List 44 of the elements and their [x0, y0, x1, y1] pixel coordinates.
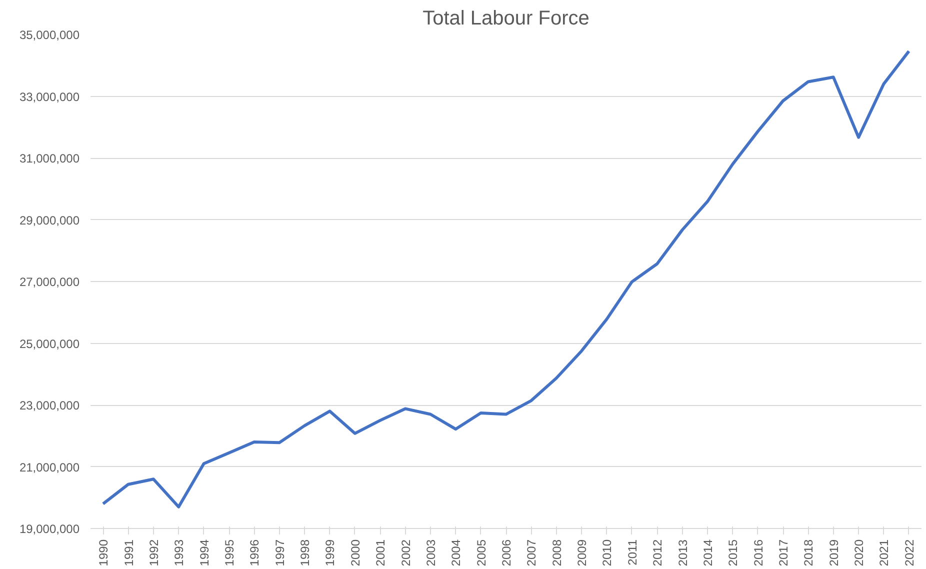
- x-tick-label: 1995: [222, 539, 236, 566]
- x-tick-label: 2008: [550, 539, 564, 566]
- x-tick-label: 1993: [172, 539, 186, 566]
- x-tick-label: 2011: [625, 539, 640, 566]
- x-tick-label: 2003: [424, 539, 438, 566]
- x-tick-label: 2002: [398, 539, 413, 566]
- x-tick-label: 2005: [474, 539, 488, 566]
- chart-title: Total Labour Force: [422, 8, 590, 30]
- x-tick-label: 2007: [524, 539, 539, 566]
- y-tick-label: 31,000,000: [19, 152, 80, 166]
- x-tick-label: 2018: [802, 539, 816, 566]
- y-tick-label: 29,000,000: [19, 213, 80, 228]
- x-tick-label: 1991: [122, 539, 136, 566]
- y-tick-label: 19,000,000: [19, 522, 80, 536]
- x-tick-label: 2001: [374, 539, 388, 566]
- x-tick-label: 1990: [96, 539, 111, 566]
- x-tick-label: 2000: [348, 539, 362, 566]
- x-tick-label: 2022: [902, 539, 916, 566]
- x-tick-label: 2017: [776, 539, 790, 566]
- y-tick-label: 23,000,000: [19, 398, 80, 412]
- x-tick-label: 1992: [146, 539, 161, 566]
- x-tick-label: 2020: [852, 539, 866, 566]
- x-tick-label: 1994: [197, 539, 212, 566]
- x-tick-label: 2014: [700, 539, 715, 566]
- line-series: [102, 50, 910, 508]
- x-tick-label: 2019: [826, 539, 841, 566]
- x-tick-label: 2004: [449, 539, 464, 566]
- x-tick-label: 1998: [298, 539, 312, 566]
- y-tick-label: 35,000,000: [19, 28, 80, 42]
- x-tick-label: 2010: [600, 539, 614, 566]
- y-tick-label: 27,000,000: [19, 275, 80, 289]
- y-tick-label: 21,000,000: [19, 460, 80, 474]
- x-tick-label: 1996: [248, 539, 262, 566]
- x-tick-label: 2009: [575, 539, 590, 566]
- x-tick-label: 2006: [500, 539, 514, 566]
- x-tick-label: 2016: [751, 539, 766, 566]
- y-tick-label: 33,000,000: [19, 90, 80, 104]
- x-tick-label: 1997: [272, 539, 287, 566]
- x-tick-label: 2015: [726, 539, 740, 566]
- x-tick-label: 2013: [676, 539, 690, 566]
- x-tick-label: 2012: [650, 539, 665, 566]
- y-tick-label: 25,000,000: [19, 336, 80, 351]
- x-tick-label: 1999: [323, 539, 338, 566]
- x-tick-label: 2021: [877, 539, 892, 566]
